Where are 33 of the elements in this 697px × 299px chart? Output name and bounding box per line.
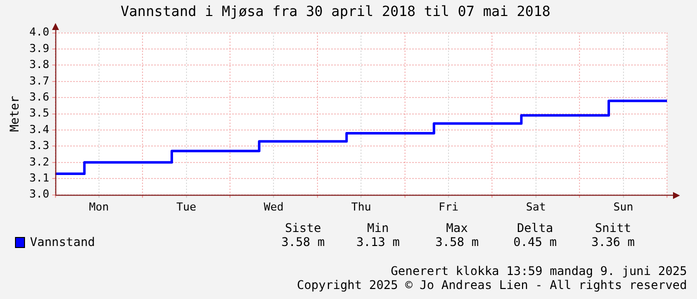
y-tick-label: 3.2	[29, 155, 50, 168]
x-tick-label: Sun	[613, 200, 634, 214]
y-tick-label: 3.8	[29, 58, 50, 72]
text: 3.13 m	[356, 235, 400, 250]
y-tick-label: 3.4	[29, 122, 50, 136]
text: 0.45 m	[513, 235, 557, 250]
x-tick-label: Tue	[176, 200, 196, 214]
text: Snitt	[594, 221, 632, 236]
x-tick-label: Thu	[351, 200, 372, 214]
text: Generert klokka 13:59 mandag 9. juni 2025	[390, 264, 687, 278]
text: Copyright 2025 © Jo Andreas Lien - All rights reserved	[296, 278, 687, 292]
x-tick-label: Sat	[526, 200, 546, 214]
y-tick-label: 3.6	[29, 90, 50, 104]
text: Min	[367, 221, 389, 236]
x-tick-label: Fri	[438, 200, 458, 214]
text: 3.58 m	[281, 235, 325, 250]
y-tick-label: 4.0	[29, 26, 50, 39]
y-tick-label: 3.3	[29, 139, 50, 152]
x-tick-label: Wed	[264, 200, 284, 214]
text: 3.36 m	[591, 235, 635, 250]
text: Delta	[516, 221, 554, 236]
text: Siste	[284, 221, 322, 236]
text: Max	[446, 221, 468, 236]
chart-title: Vannstand i Mjøsa fra 30 april 2018 til 07 mai 2018	[120, 4, 550, 20]
text: 3.58 m	[435, 235, 479, 250]
y-tick-label: 3.9	[29, 42, 50, 55]
legend-label: Vannstand	[30, 235, 96, 250]
y-tick-label: 3.7	[29, 74, 50, 88]
x-tick-label: Mon	[89, 200, 109, 214]
y-tick-label: 3.1	[29, 171, 50, 184]
y-tick-label: 3.5	[29, 106, 50, 120]
y-axis-title: Meter	[7, 96, 22, 132]
y-tick-label: 3.0	[29, 188, 50, 201]
